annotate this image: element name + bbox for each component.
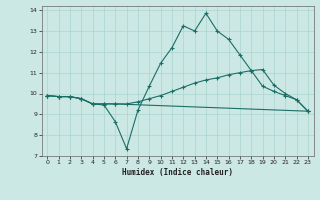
X-axis label: Humidex (Indice chaleur): Humidex (Indice chaleur) [122,168,233,177]
